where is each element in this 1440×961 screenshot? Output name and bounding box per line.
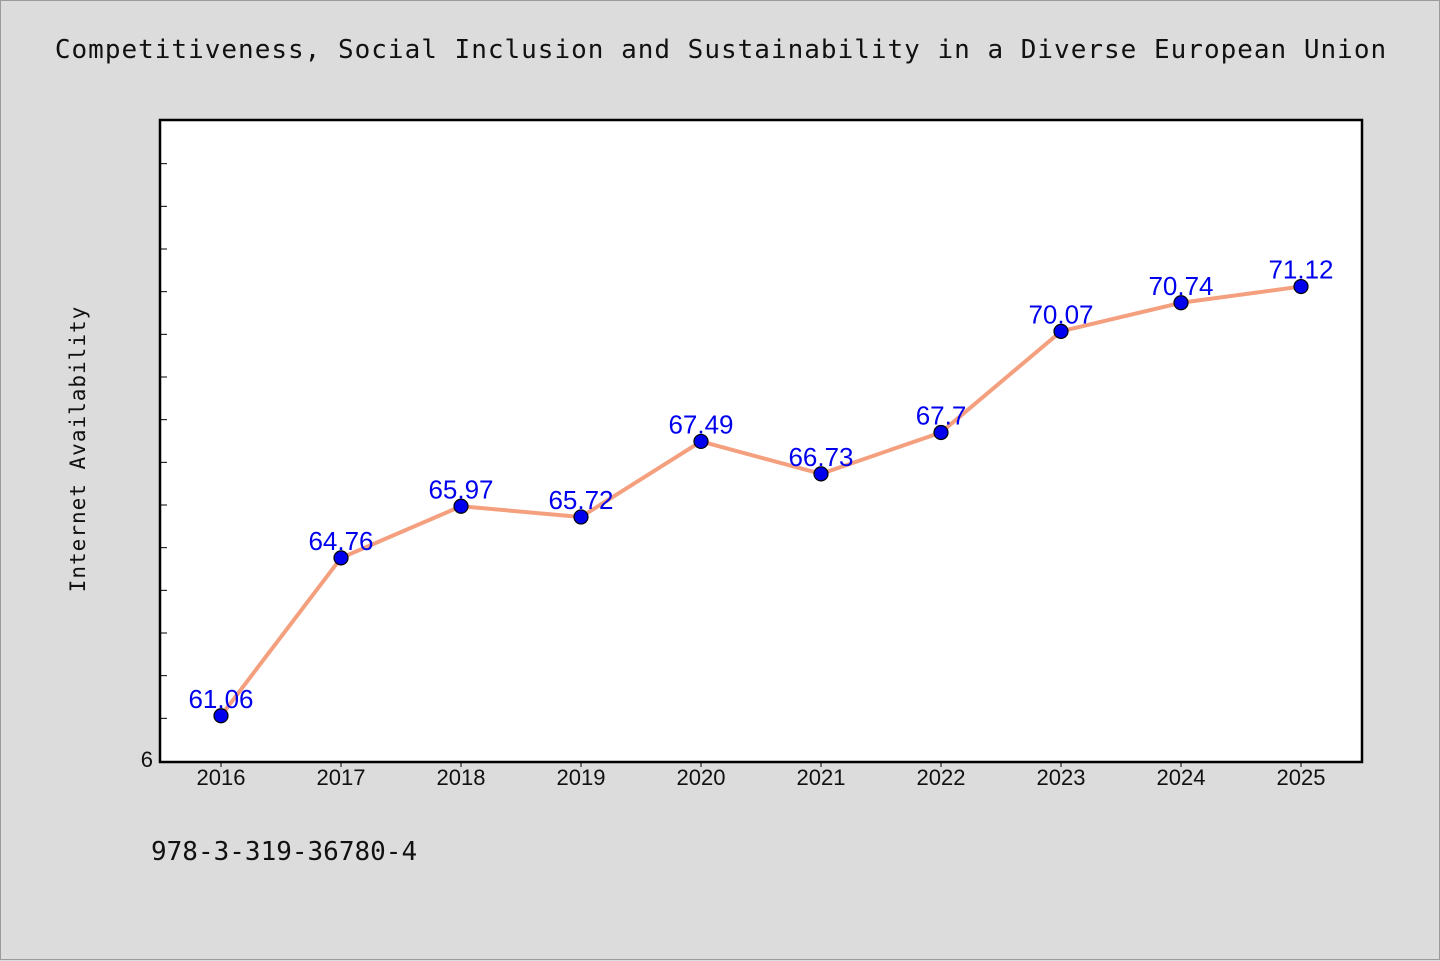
data-point (453, 498, 469, 514)
data-point (1173, 295, 1189, 311)
isbn-text: 978-3-319-36780-4 (151, 837, 418, 867)
series-line (219, 284, 1302, 717)
data-label: 65.72 (548, 485, 613, 515)
data-label: 65.97 (428, 474, 493, 504)
data-point (693, 433, 709, 450)
data-points (213, 278, 1309, 724)
y-axis-ticks: 6 (141, 163, 167, 772)
data-label: 70.74 (1148, 271, 1213, 301)
x-tick-label: 2024 (1157, 765, 1206, 790)
x-axis-ticks: 2016 2017 2018 2019 2020 2021 2022 2023 2024 2025 (197, 761, 1326, 790)
plot-area (158, 118, 1364, 764)
data-point (213, 708, 229, 724)
data-label: 70.07 (1028, 299, 1093, 329)
data-label: 67.7 (916, 400, 967, 430)
x-tick-label: 2020 (677, 765, 726, 790)
x-tick-label: 2017 (317, 765, 366, 790)
y-tick-label: 6 (141, 747, 153, 772)
x-tick-label: 2019 (557, 765, 606, 790)
chart-title: Competitiveness, Social Inclusion and Su… (54, 35, 1388, 65)
data-label: 64.76 (308, 526, 373, 556)
x-tick-label: 2025 (1277, 765, 1326, 790)
x-tick-label: 2018 (437, 765, 486, 790)
data-point (933, 424, 949, 441)
data-label: 67.49 (668, 409, 733, 439)
data-point (1293, 278, 1309, 295)
data-point (333, 550, 349, 566)
data-point (573, 509, 589, 525)
x-tick-label: 2016 (197, 765, 246, 790)
data-label: 71.12 (1268, 255, 1333, 285)
data-point (813, 466, 829, 482)
y-axis-label: Internet Availability (66, 306, 90, 593)
x-tick-label: 2021 (797, 765, 846, 790)
x-tick-label: 2022 (917, 765, 966, 790)
data-point (1053, 323, 1069, 339)
data-label: 61.06 (188, 684, 253, 714)
x-tick-label: 2023 (1037, 765, 1086, 790)
data-label: 66.73 (788, 442, 853, 472)
data-labels: 61.06 64.76 65.97 65.72 67.49 66.73 67.7 70.07 7… (188, 255, 1333, 714)
